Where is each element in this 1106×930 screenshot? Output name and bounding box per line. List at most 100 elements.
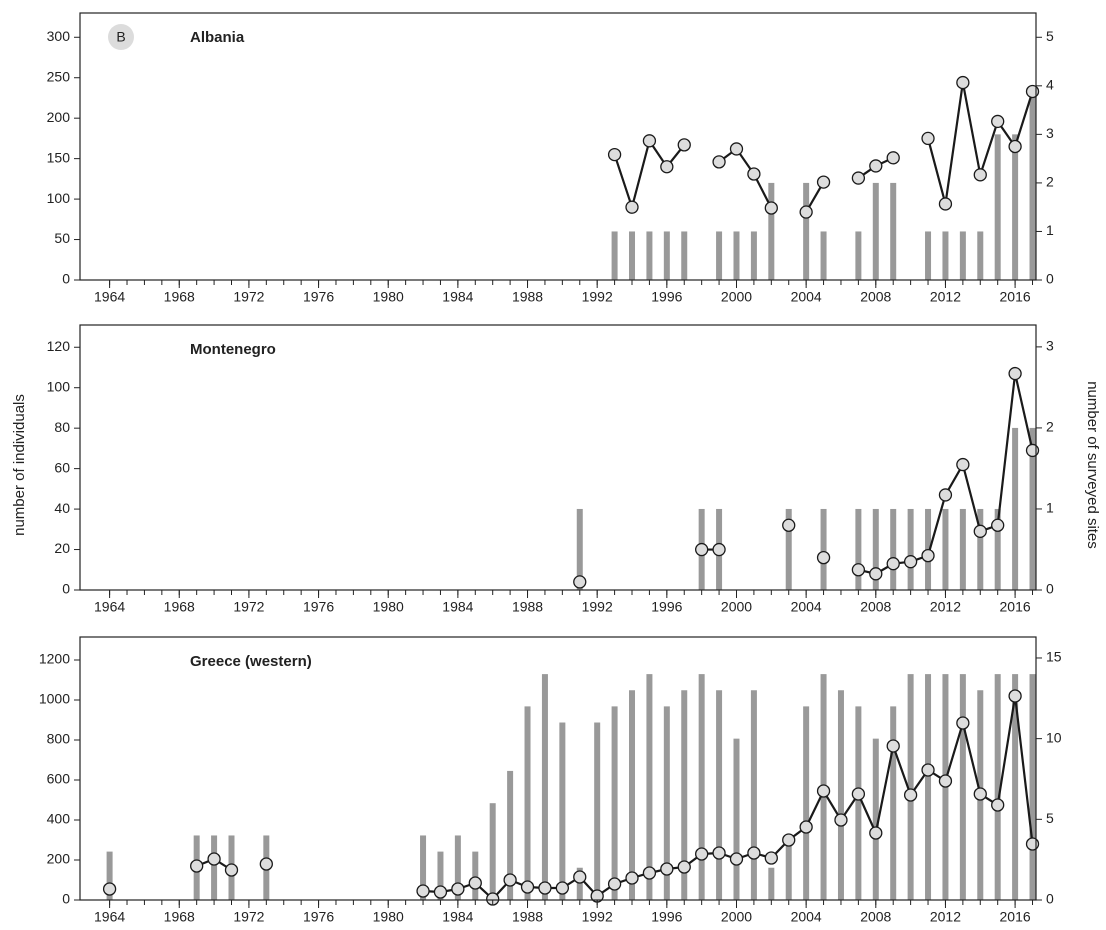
x-tick-label: 2016 bbox=[1000, 599, 1031, 615]
marker bbox=[764, 201, 778, 215]
x-tick-label: 2008 bbox=[860, 289, 891, 305]
x-tick-label: 2004 bbox=[791, 909, 822, 925]
y2-tick-label: 5 bbox=[1046, 810, 1054, 826]
y-tick-label: 100 bbox=[47, 378, 71, 394]
marker bbox=[712, 846, 726, 860]
marker bbox=[834, 813, 848, 827]
bar bbox=[959, 231, 966, 280]
x-tick-label: 1980 bbox=[373, 909, 404, 925]
marker bbox=[869, 826, 883, 840]
bar bbox=[785, 835, 792, 900]
marker bbox=[921, 548, 935, 563]
bar bbox=[785, 508, 792, 590]
bar bbox=[681, 231, 688, 280]
bar bbox=[820, 231, 827, 280]
bar bbox=[890, 508, 897, 590]
marker bbox=[973, 787, 987, 801]
marker bbox=[1008, 139, 1022, 154]
bar bbox=[1029, 674, 1036, 900]
bar bbox=[855, 706, 862, 900]
bar bbox=[942, 508, 949, 590]
marker bbox=[573, 575, 587, 589]
x-tick-label: 1976 bbox=[303, 909, 334, 925]
marker bbox=[799, 205, 813, 219]
bar bbox=[977, 508, 984, 590]
bar bbox=[925, 674, 932, 900]
bar bbox=[942, 231, 949, 280]
marker bbox=[816, 175, 831, 189]
x-tick-label: 1980 bbox=[373, 599, 404, 615]
y2-tick-label: 0 bbox=[1046, 271, 1054, 287]
bar bbox=[750, 690, 757, 900]
x-tick-label: 1980 bbox=[373, 289, 404, 305]
marker bbox=[816, 784, 831, 798]
bar bbox=[994, 674, 1001, 900]
bar bbox=[733, 231, 740, 280]
marker bbox=[433, 885, 448, 899]
bar bbox=[768, 182, 775, 280]
y2-axis-label: number of surveyed sites bbox=[1084, 381, 1101, 549]
y2-tick-label: 1 bbox=[1046, 222, 1054, 238]
bar bbox=[646, 674, 653, 900]
marker bbox=[677, 138, 691, 152]
y2-tick-label: 3 bbox=[1046, 125, 1054, 141]
y2-tick-label: 15 bbox=[1046, 649, 1062, 665]
panel-title: Albania bbox=[190, 29, 245, 46]
x-tick-label: 1964 bbox=[94, 599, 125, 615]
x-tick-label: 1984 bbox=[442, 289, 473, 305]
bar bbox=[106, 851, 113, 900]
marker bbox=[625, 871, 639, 885]
marker bbox=[903, 555, 918, 569]
x-tick-label: 2012 bbox=[930, 599, 961, 615]
x-tick-label: 1968 bbox=[164, 909, 195, 925]
bar bbox=[489, 803, 496, 900]
bar bbox=[855, 231, 862, 280]
bar bbox=[872, 182, 879, 280]
bar bbox=[733, 738, 740, 900]
marker bbox=[991, 798, 1005, 812]
bar bbox=[750, 231, 757, 280]
marker bbox=[712, 155, 726, 169]
marker bbox=[921, 763, 935, 777]
x-tick-label: 2000 bbox=[721, 289, 752, 305]
marker bbox=[1008, 366, 1022, 381]
x-tick-label: 1968 bbox=[164, 599, 195, 615]
marker bbox=[520, 880, 535, 894]
marker bbox=[886, 151, 900, 165]
y-axis-label: number of individuals bbox=[11, 394, 28, 536]
marker bbox=[851, 787, 866, 801]
marker bbox=[903, 788, 918, 802]
marker bbox=[938, 197, 953, 211]
x-tick-label: 1996 bbox=[651, 909, 682, 925]
bar bbox=[611, 231, 618, 280]
marker bbox=[956, 75, 970, 90]
x-tick-label: 2000 bbox=[721, 909, 752, 925]
marker bbox=[538, 881, 552, 895]
marker bbox=[712, 542, 726, 557]
plot-frame bbox=[79, 324, 1037, 591]
bar bbox=[855, 508, 862, 590]
bar bbox=[454, 835, 461, 900]
bar bbox=[541, 674, 548, 900]
bar bbox=[716, 231, 723, 280]
marker bbox=[677, 860, 691, 874]
bar bbox=[994, 508, 1001, 590]
y-tick-label: 0 bbox=[62, 891, 70, 907]
bar bbox=[524, 706, 531, 900]
marker bbox=[660, 160, 674, 174]
bar bbox=[663, 706, 670, 900]
y-tick-label: 200 bbox=[47, 109, 71, 125]
bar bbox=[594, 722, 601, 900]
bar bbox=[925, 231, 932, 280]
y-tick-label: 0 bbox=[62, 581, 70, 597]
y2-tick-label: 3 bbox=[1046, 338, 1054, 354]
bar bbox=[1029, 427, 1036, 590]
marker bbox=[886, 557, 900, 571]
x-tick-label: 1976 bbox=[303, 599, 334, 615]
x-tick-label: 2008 bbox=[860, 599, 891, 615]
marker bbox=[607, 877, 622, 891]
x-tick-label: 1984 bbox=[442, 909, 473, 925]
plot-frame bbox=[79, 12, 1037, 281]
bar bbox=[698, 674, 705, 900]
x-tick-label: 2016 bbox=[1000, 289, 1031, 305]
